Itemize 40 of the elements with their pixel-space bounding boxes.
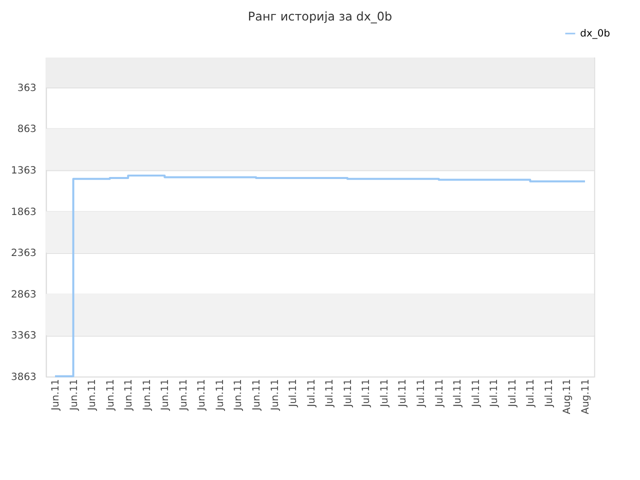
chart-title: Ранг историја за dx_0b	[248, 10, 392, 24]
x-tick-label: Jul.11	[306, 378, 318, 408]
y-tick-label: 863	[17, 124, 36, 136]
x-tick-label: Jun.11	[178, 378, 190, 412]
x-tick-label: Jun.11	[142, 378, 153, 412]
x-tick-label: Jul.11	[361, 378, 372, 408]
x-tick-label: Jun.11	[196, 378, 208, 412]
x-tick-label: Jun.11	[214, 378, 226, 412]
x-tick-label: Jun.11	[124, 378, 135, 412]
x-tick-label: Jun.11	[105, 378, 116, 412]
x-tick-label: Jul.11	[526, 378, 537, 408]
y-tick-label: 1863	[11, 206, 36, 218]
x-tick-label: Jul.11	[288, 378, 300, 408]
x-tick-label: Jun.11	[68, 378, 80, 412]
x-tick-label: Jul.11	[324, 378, 336, 408]
x-tick-label: Jun.11	[233, 378, 244, 412]
x-tick-label: Jul.11	[452, 378, 464, 408]
x-tick-label: Jun.11	[87, 378, 98, 412]
x-tick-label: Jul.11	[379, 378, 390, 408]
x-tick-label: Jul.11	[507, 378, 518, 408]
y-tick-label: 1363	[11, 166, 36, 177]
x-tick-label: Aug.11	[562, 378, 574, 414]
y-tick-label: 2863	[11, 289, 36, 300]
x-tick-label: Jul.11	[416, 378, 428, 408]
legend-label: dx_0b	[580, 28, 610, 40]
x-tick-label: Jul.11	[544, 378, 555, 408]
y-tick-label: 2363	[11, 248, 36, 260]
x-tick-label: Jun.11	[160, 378, 172, 412]
x-tick-label: Jul.11	[398, 378, 409, 408]
x-tick-label: Jul.11	[342, 378, 354, 408]
x-tick-label: Jun.11	[252, 378, 263, 412]
x-tick-label: Jul.11	[470, 378, 482, 408]
x-tick-label: Jun.11	[50, 378, 62, 412]
y-tick-label: 363	[17, 82, 36, 94]
x-tick-label: Jul.11	[489, 378, 500, 408]
x-tick-label: Jul.11	[434, 378, 446, 408]
x-tick-label: Aug.11	[580, 378, 592, 414]
x-tick-label: Jun.11	[270, 378, 281, 412]
y-tick-label: 3863	[11, 372, 36, 383]
y-tick-label: 3363	[11, 330, 36, 342]
